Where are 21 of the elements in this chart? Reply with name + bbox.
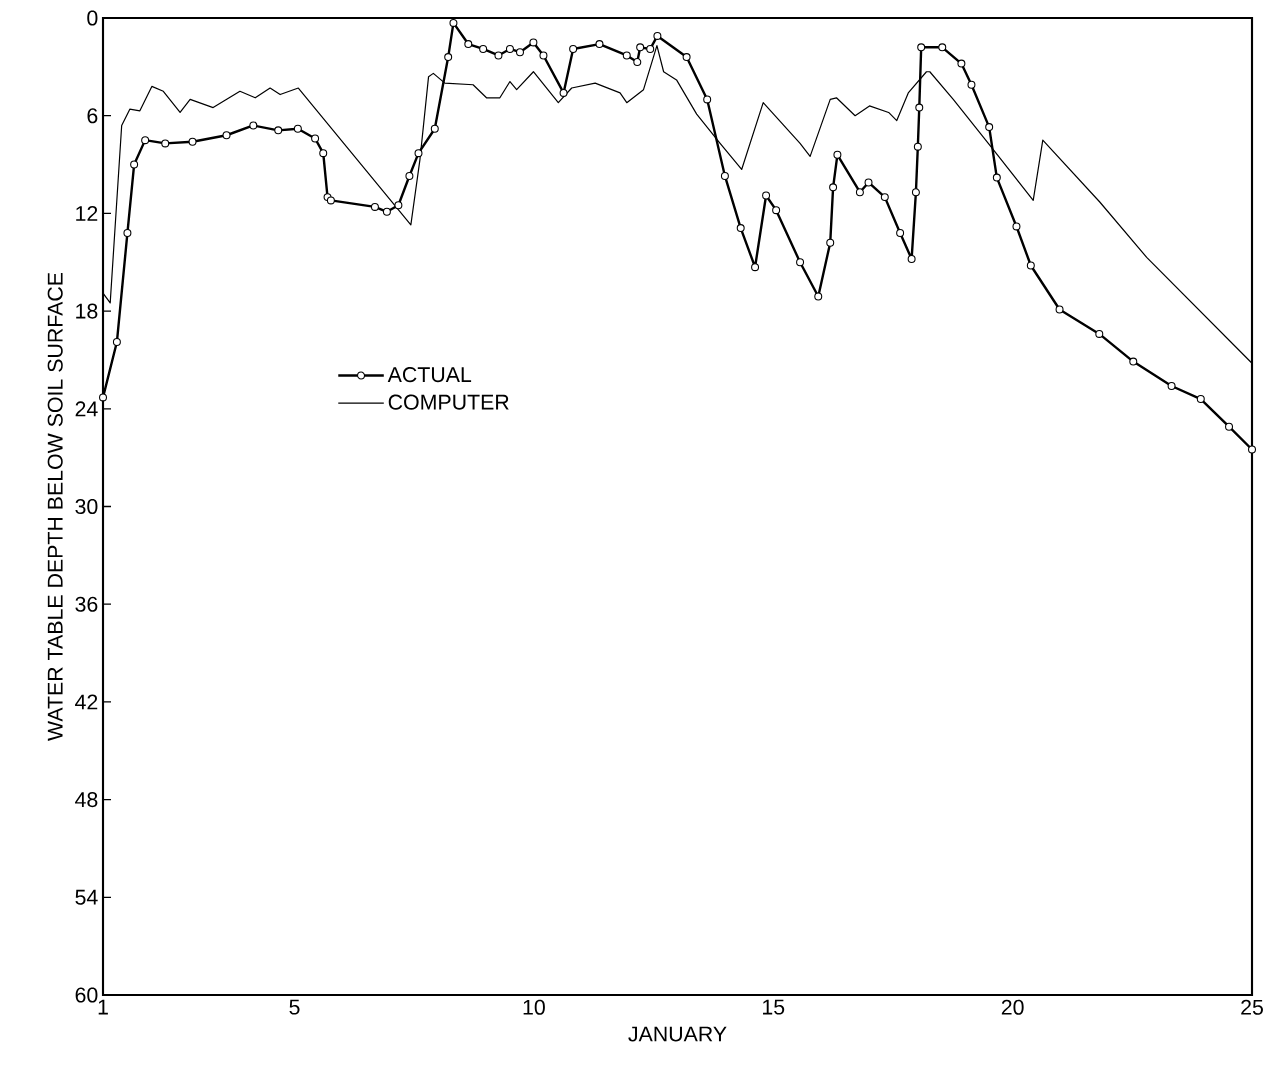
y-tick-label: 30	[75, 498, 98, 515]
x-tick-label: 20	[1001, 999, 1024, 1015]
x-tick-label: 1	[98, 999, 108, 1015]
x-axis-title: JANUARY	[628, 1026, 727, 1042]
x-tick-label: 25	[1241, 999, 1263, 1015]
legend-label: ACTUAL	[387, 367, 472, 383]
y-tick-label: 60	[75, 987, 98, 1003]
y-tick-label: 48	[75, 792, 98, 808]
y-tick-label: 6	[87, 108, 98, 124]
legend-label: COMPUTER	[388, 394, 509, 410]
y-axis-title: WATER TABLE DEPTH BELOW SOIL SURFACE	[47, 272, 63, 741]
x-tick-label: 10	[523, 999, 545, 1015]
y-tick-label: 54	[75, 889, 98, 905]
x-tick-label: 15	[763, 999, 785, 1015]
y-tick-label: 36	[75, 596, 98, 612]
y-tick-label: 18	[76, 303, 98, 319]
y-tick-label: 12	[76, 205, 98, 221]
y-tick-label: 42	[75, 694, 98, 710]
y-tick-label: 24	[75, 401, 98, 417]
x-tick-label: 5	[289, 999, 300, 1015]
y-tick-label: 0	[87, 10, 98, 26]
